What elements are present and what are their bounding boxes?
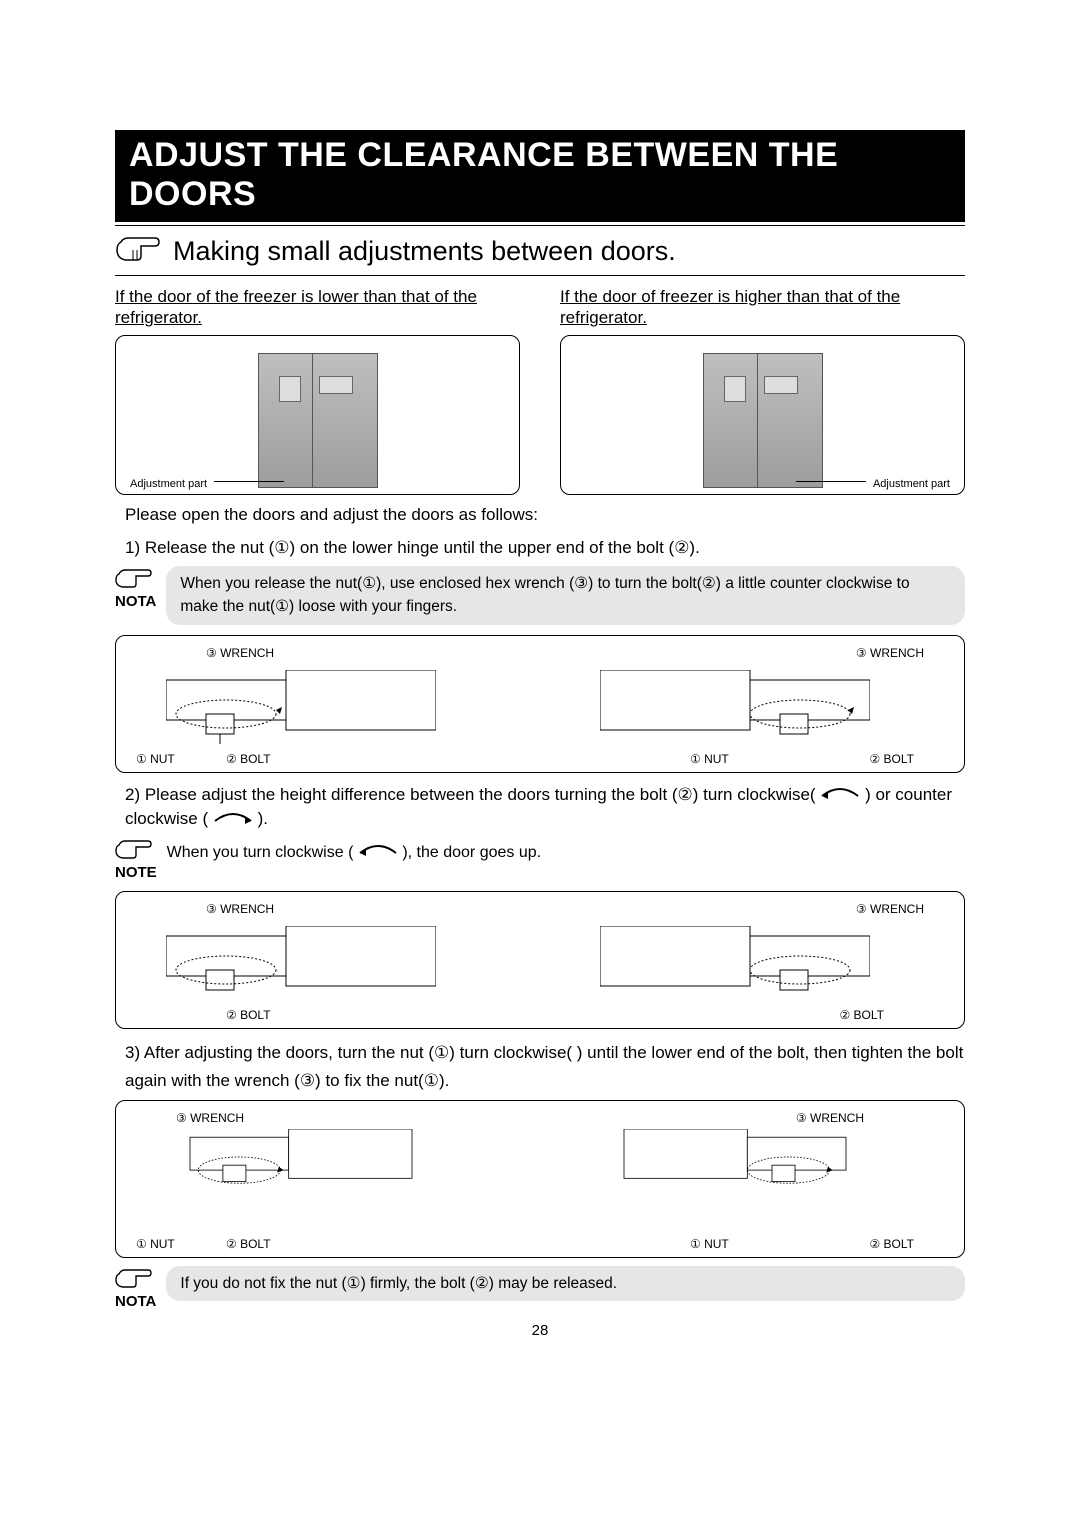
wrench-label: ③ WRENCH: [206, 902, 274, 916]
fridge-columns: If the door of the freezer is lower than…: [115, 286, 965, 495]
fridge-illustration: [703, 353, 823, 488]
note-row-2: NOTE When you turn clockwise ( ), the do…: [115, 837, 965, 881]
note-3-text: If you do not fix the nut (①) firmly, th…: [166, 1266, 965, 1301]
note-icon-col: NOTE: [115, 837, 157, 881]
note-hand-icon: [115, 848, 153, 865]
note2-b: ), the door goes up.: [402, 845, 541, 862]
arrow-cw-icon: [358, 841, 398, 865]
note-2-text: When you turn clockwise ( ), the door go…: [167, 837, 965, 865]
nut-label: ① NUT: [690, 1237, 729, 1251]
wrench-label: ③ WRENCH: [796, 1111, 864, 1125]
nut-label: ① NUT: [136, 1237, 175, 1251]
note-1-text: When you release the nut(①), use enclose…: [166, 566, 965, 625]
wrench-label: ③ WRENCH: [176, 1111, 244, 1125]
note-label: NOTE: [115, 864, 157, 881]
note-hand-icon: [115, 1277, 153, 1294]
bolt-label: ② BOLT: [869, 1237, 914, 1251]
diagram-2: ③ WRENCH ② BOLT ③ WRENCH ② BOLT: [115, 891, 965, 1029]
diagram-3-left: ③ WRENCH ① NUT ② BOLT: [136, 1111, 510, 1251]
adjustment-part-label: Adjustment part: [130, 478, 207, 490]
note-icon-col: NOTA: [115, 1266, 156, 1310]
step2-a: 2) Please adjust the height difference b…: [125, 785, 816, 804]
subhead-text: Making small adjustments between doors.: [173, 236, 676, 267]
fridge-illustration: [258, 353, 378, 488]
arrow-cw-icon: [820, 783, 860, 807]
nut-label: ① NUT: [690, 752, 729, 766]
bolt-label: ② BOLT: [869, 752, 914, 766]
right-lead: If the door of freezer is higher than th…: [560, 286, 965, 329]
open-doors-text: Please open the doors and adjust the doo…: [125, 503, 965, 527]
step-1: 1) Release the nut (①) on the lower hing…: [125, 536, 965, 560]
left-col: If the door of the freezer is lower than…: [115, 286, 520, 495]
rule: [115, 225, 965, 226]
diagram-3: ③ WRENCH ① NUT ② BOLT ③ WRENCH ① NUT ② B…: [115, 1100, 965, 1258]
diagram-1-left: ③ WRENCH ① NUT ② BOLT: [136, 646, 510, 766]
note-icon-col: NOTA: [115, 566, 156, 610]
diagram-3-right: ③ WRENCH ① NUT ② BOLT: [570, 1111, 944, 1251]
nota-label: NOTA: [115, 1293, 156, 1310]
bolt-label: ② BOLT: [226, 1237, 271, 1251]
note2-a: When you turn clockwise (: [167, 845, 354, 862]
bolt-label: ② BOLT: [226, 1008, 271, 1022]
step-2: 2) Please adjust the height difference b…: [125, 783, 965, 832]
diagram-2-left: ③ WRENCH ② BOLT: [136, 902, 510, 1022]
fridge-box-right: Adjustment part: [560, 335, 965, 495]
diagram-1: ③ WRENCH ① NUT ② BOLT ③ WRENCH ① NUT ② B…: [115, 635, 965, 773]
wrench-label: ③ WRENCH: [856, 646, 924, 660]
step-3: 3) After adjusting the doors, turn the n…: [125, 1039, 965, 1093]
wrench-label: ③ WRENCH: [206, 646, 274, 660]
right-col: If the door of freezer is higher than th…: [560, 286, 965, 495]
hand-point-icon: [115, 232, 161, 271]
bolt-label: ② BOLT: [839, 1008, 884, 1022]
fridge-box-left: Adjustment part: [115, 335, 520, 495]
nota-row-1: NOTA When you release the nut(①), use en…: [115, 566, 965, 625]
note-hand-icon: [115, 577, 153, 594]
step2-c: ).: [258, 809, 268, 828]
bolt-label: ② BOLT: [226, 752, 271, 766]
adjustment-part-label: Adjustment part: [873, 478, 950, 490]
page-number: 28: [115, 1322, 965, 1339]
page-title: ADJUST THE CLEARANCE BETWEEN THE DOORS: [115, 130, 965, 222]
wrench-label: ③ WRENCH: [856, 902, 924, 916]
diagram-2-right: ③ WRENCH ② BOLT: [570, 902, 944, 1022]
subhead-row: Making small adjustments between doors.: [115, 232, 965, 276]
nut-label: ① NUT: [136, 752, 175, 766]
left-lead: If the door of the freezer is lower than…: [115, 286, 520, 329]
nota-label: NOTA: [115, 593, 156, 610]
nota-row-3: NOTA If you do not fix the nut (①) firml…: [115, 1266, 965, 1310]
diagram-1-right: ③ WRENCH ① NUT ② BOLT: [570, 646, 944, 766]
arrow-ccw-icon: [213, 808, 253, 832]
